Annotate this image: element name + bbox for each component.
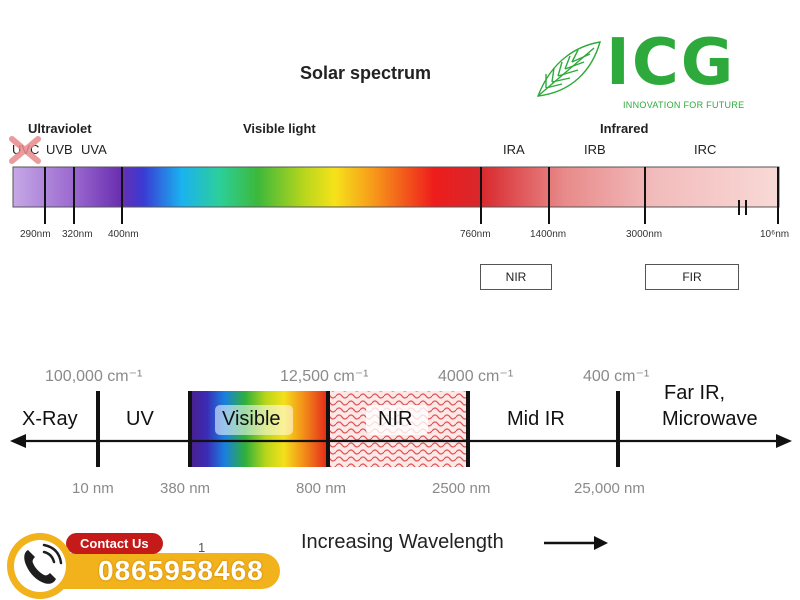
tick-760nm: 760nm [460,229,491,240]
label-nir-box: NIR [480,264,552,290]
spectrum-bar [12,166,780,224]
sub-irc: IRC [694,142,717,157]
page-mark: 1 [198,540,206,555]
phone-number[interactable]: 0865958468 [20,553,280,589]
cross-icon [9,136,41,164]
tick-3000nm: 3000nm [626,229,663,240]
region-xray: X-Ray [22,408,78,430]
sub-ira: IRA [503,142,525,157]
region-microwave: Microwave [662,408,758,430]
region-mid-ir: Mid IR [507,408,565,430]
phone-icon[interactable] [2,528,82,600]
wavelength-10nm: 10 nm [72,480,114,497]
wavelength-800nm: 800 nm [296,480,347,497]
logo-text: ICG [606,26,736,100]
tick-320nm: 320nm [62,229,93,240]
axis-label: Increasing Wavelength [301,531,504,553]
logo-tagline: INNOVATION FOR FUTURE [623,100,745,110]
band-visible: Visible light [243,121,316,136]
tick-290nm: 290nm [20,229,51,240]
wavelength-2500nm: 2500 nm [432,480,491,497]
region-visible: Visible [222,408,281,430]
diagram-title: Solar spectrum [300,63,432,83]
tick-400nm: 400nm [108,229,139,240]
contact-us-label[interactable]: Contact Us [66,533,163,554]
region-nir: NIR [378,408,413,430]
wavelength-axis [10,391,792,467]
wavenumber-4000: 4000 cm⁻¹ [438,368,514,385]
sub-uva: UVA [81,142,107,157]
wavenumber-400: 400 cm⁻¹ [583,368,650,385]
tick-1400nm: 1400nm [530,229,567,240]
wavenumber-100000: 100,000 cm⁻¹ [45,368,143,385]
label-fir-box: FIR [645,264,739,290]
region-far-ir: Far IR, [664,382,726,404]
sub-irb: IRB [584,142,606,157]
tick-10e6nm: 10⁶nm [760,229,790,240]
wavenumber-12500: 12,500 cm⁻¹ [280,368,369,385]
sub-uvb: UVB [46,142,73,157]
leaf-icon [536,41,601,97]
band-infrared: Infrared [600,121,649,136]
wavelength-25000nm: 25,000 nm [574,480,645,497]
arrow-right-icon [544,536,608,550]
wavelength-380nm: 380 nm [160,480,211,497]
region-uv: UV [126,408,154,430]
band-ultraviolet: Ultraviolet [28,121,92,136]
